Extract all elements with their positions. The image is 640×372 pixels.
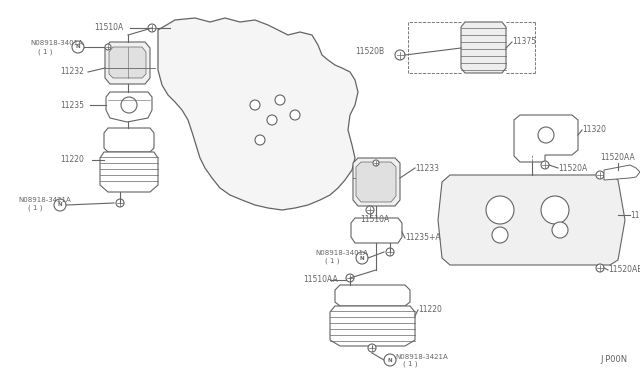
Text: ( 1 ): ( 1 ) <box>28 205 42 211</box>
Polygon shape <box>335 285 410 306</box>
Text: N08918-3401A: N08918-3401A <box>30 40 83 46</box>
Text: 11520AB: 11520AB <box>608 266 640 275</box>
Text: 11375: 11375 <box>512 38 536 46</box>
Text: 11320: 11320 <box>582 125 606 135</box>
Polygon shape <box>158 18 358 210</box>
Polygon shape <box>356 162 396 202</box>
Ellipse shape <box>552 222 568 238</box>
Ellipse shape <box>356 252 368 264</box>
Ellipse shape <box>148 24 156 32</box>
Text: ( 1 ): ( 1 ) <box>403 361 417 367</box>
Ellipse shape <box>366 206 374 214</box>
Ellipse shape <box>596 264 604 272</box>
Ellipse shape <box>386 248 394 256</box>
Ellipse shape <box>346 274 354 282</box>
Text: N: N <box>76 45 80 49</box>
Ellipse shape <box>395 50 405 60</box>
Ellipse shape <box>255 135 265 145</box>
Polygon shape <box>100 152 158 192</box>
Text: 11510AA: 11510AA <box>303 276 338 285</box>
Polygon shape <box>514 115 578 162</box>
Polygon shape <box>104 128 154 152</box>
Text: 11220: 11220 <box>418 305 442 314</box>
Ellipse shape <box>373 160 379 166</box>
Text: 11235: 11235 <box>60 100 84 109</box>
Ellipse shape <box>541 196 569 224</box>
Text: 11235+A: 11235+A <box>405 234 440 243</box>
Ellipse shape <box>267 115 277 125</box>
Ellipse shape <box>596 171 604 179</box>
Ellipse shape <box>368 344 376 352</box>
Polygon shape <box>438 175 625 265</box>
Ellipse shape <box>105 44 111 50</box>
Text: 11233: 11233 <box>415 164 439 173</box>
Ellipse shape <box>486 196 514 224</box>
Text: 11220: 11220 <box>60 155 84 164</box>
Text: N08918-3421A: N08918-3421A <box>18 197 71 203</box>
Ellipse shape <box>538 127 554 143</box>
Ellipse shape <box>54 199 66 211</box>
Ellipse shape <box>275 95 285 105</box>
Text: 11520AA: 11520AA <box>600 154 635 163</box>
Text: N: N <box>388 357 392 362</box>
Polygon shape <box>461 22 506 73</box>
Polygon shape <box>106 92 152 122</box>
Ellipse shape <box>492 227 508 243</box>
Text: ( 1 ): ( 1 ) <box>38 49 52 55</box>
Ellipse shape <box>72 41 84 53</box>
Polygon shape <box>351 218 402 243</box>
Ellipse shape <box>290 110 300 120</box>
Ellipse shape <box>541 161 549 169</box>
Ellipse shape <box>384 354 396 366</box>
Ellipse shape <box>116 199 124 207</box>
Polygon shape <box>109 47 146 78</box>
Text: N08918-3421A: N08918-3421A <box>395 354 448 360</box>
Ellipse shape <box>250 100 260 110</box>
Text: N08918-3401A: N08918-3401A <box>315 250 368 256</box>
Text: N: N <box>58 202 62 208</box>
Polygon shape <box>105 42 150 84</box>
Text: 11340: 11340 <box>630 211 640 219</box>
Text: 11520A: 11520A <box>558 164 588 173</box>
Text: N: N <box>360 256 364 260</box>
Text: 11510A: 11510A <box>94 23 124 32</box>
Polygon shape <box>330 306 415 346</box>
Text: J P00N: J P00N <box>600 356 627 365</box>
Polygon shape <box>353 158 400 206</box>
Text: 11520B: 11520B <box>355 48 384 57</box>
Text: 11232: 11232 <box>60 67 84 77</box>
Polygon shape <box>604 165 640 180</box>
Text: ( 1 ): ( 1 ) <box>325 258 339 264</box>
Ellipse shape <box>121 97 137 113</box>
Text: 11510A: 11510A <box>360 215 389 224</box>
